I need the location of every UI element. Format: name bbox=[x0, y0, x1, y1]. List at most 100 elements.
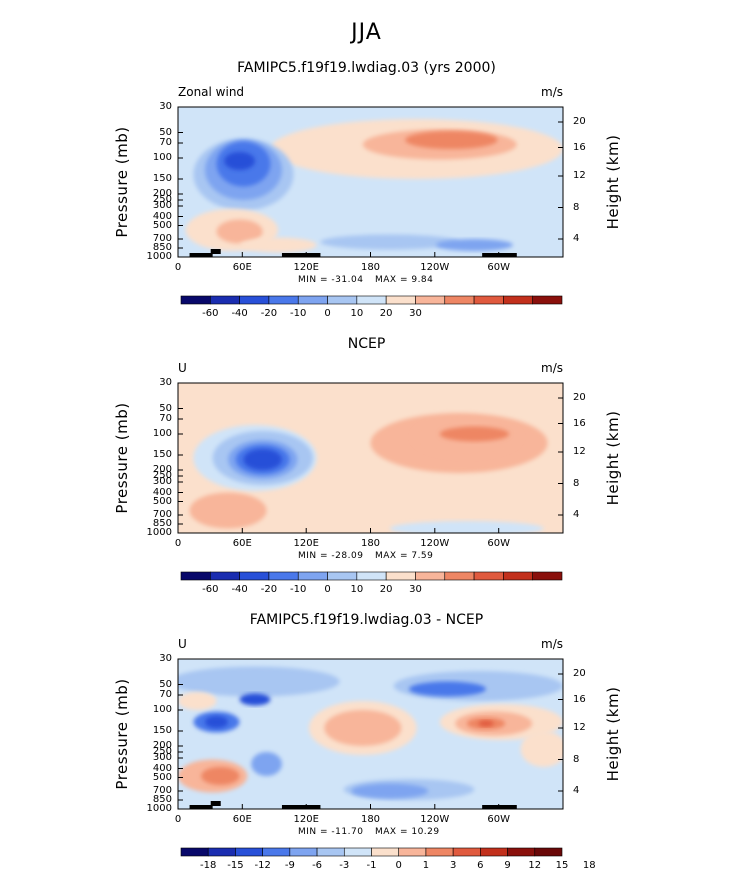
colorbar bbox=[180, 295, 563, 305]
variable-label: Zonal wind bbox=[178, 85, 245, 99]
y-tick-label: 500 bbox=[152, 495, 172, 507]
contour-region bbox=[478, 720, 494, 727]
colorbar-label: 10 bbox=[350, 308, 364, 319]
colorbar-label: 12 bbox=[528, 860, 542, 871]
colorbar-swatch bbox=[503, 571, 533, 581]
y-tick-label: 500 bbox=[152, 219, 172, 231]
colorbar-swatch bbox=[356, 571, 387, 581]
y-tick-label: 50 bbox=[159, 402, 172, 414]
y-tick-label: 70 bbox=[159, 413, 172, 424]
topography-mask bbox=[210, 801, 221, 806]
colorbar-label: -1 bbox=[366, 860, 377, 871]
colorbar-swatch bbox=[473, 571, 504, 581]
colorbar-label: 0 bbox=[395, 860, 402, 871]
chart-title: FAMIPC5.f19f19.lwdiag.03 - NCEP bbox=[249, 612, 484, 628]
contour-plot bbox=[177, 382, 564, 534]
y-tick-label: 30 bbox=[159, 377, 172, 388]
colorbar-swatch bbox=[385, 295, 416, 305]
colorbar-label: 10 bbox=[350, 584, 364, 595]
contour-region bbox=[239, 693, 271, 706]
y-tick-label-right: 20 bbox=[573, 392, 586, 403]
contour-region bbox=[443, 203, 475, 212]
colorbar-swatch bbox=[268, 295, 299, 305]
colorbar-label: -20 bbox=[260, 584, 278, 595]
contour-region bbox=[351, 783, 429, 799]
y-tick-label: 200 bbox=[152, 464, 172, 475]
x-tick-label: 120W bbox=[420, 262, 450, 273]
colorbar-swatch bbox=[297, 295, 328, 305]
colorbar-label: -18 bbox=[200, 860, 217, 871]
colorbar-label: 6 bbox=[477, 860, 484, 871]
colorbar-swatch bbox=[210, 295, 240, 305]
colorbar-label: 20 bbox=[379, 308, 393, 319]
topography-mask bbox=[189, 253, 213, 257]
colorbar-swatch bbox=[415, 295, 446, 305]
colorbar-swatch bbox=[532, 295, 563, 305]
topography-mask bbox=[210, 249, 221, 254]
x-tick-label: 0 bbox=[174, 814, 182, 825]
max-label: MAX = 10.29 bbox=[375, 827, 440, 837]
colorbar bbox=[180, 571, 563, 581]
contour-region bbox=[178, 692, 217, 710]
colorbar-swatch bbox=[398, 847, 427, 857]
y-tick-label: 70 bbox=[159, 137, 172, 148]
colorbar-label: -60 bbox=[202, 308, 219, 319]
contour-region bbox=[320, 234, 460, 250]
colorbar-swatch bbox=[371, 847, 400, 857]
contour-region bbox=[224, 152, 255, 170]
x-tick-label: 60W bbox=[487, 814, 511, 825]
colorbar-label: -9 bbox=[284, 860, 295, 871]
x-tick-label: 120E bbox=[293, 262, 319, 273]
colorbar-swatch bbox=[297, 571, 328, 581]
y-tick-label: 30 bbox=[159, 653, 172, 664]
units-label: m/s bbox=[541, 361, 563, 375]
y-tick-label-right: 8 bbox=[573, 201, 580, 213]
y-tick-label: 250 bbox=[152, 194, 172, 205]
y-tick-label: 500 bbox=[152, 771, 172, 783]
y-tick-label: 700 bbox=[152, 785, 172, 796]
y-axis-label-right: Height (km) bbox=[604, 686, 622, 782]
y-axis-label-right: Height (km) bbox=[604, 134, 622, 230]
colorbar-swatch bbox=[239, 295, 270, 305]
x-tick-label: 60E bbox=[232, 262, 252, 273]
colorbar-swatch bbox=[385, 571, 416, 581]
colorbar-swatch bbox=[207, 847, 236, 857]
colorbar-label: 0 bbox=[324, 584, 331, 595]
units-label: m/s bbox=[541, 637, 563, 651]
colorbar-label: 30 bbox=[409, 584, 422, 595]
y-tick-label-right: 4 bbox=[573, 509, 580, 520]
y-tick-label: 400 bbox=[152, 486, 172, 498]
topography-mask bbox=[281, 805, 321, 809]
y-tick-label: 100 bbox=[152, 704, 172, 715]
colorbar-label: 18 bbox=[582, 860, 596, 871]
x-tick-label: 60E bbox=[232, 538, 252, 549]
y-tick-label: 250 bbox=[152, 470, 172, 481]
contour-plot bbox=[177, 658, 564, 810]
contour-plot bbox=[177, 106, 564, 258]
max-label: MAX = 7.59 bbox=[375, 551, 434, 561]
colorbar-swatch bbox=[415, 571, 446, 581]
contour-region bbox=[216, 219, 263, 244]
y-tick-label: 30 bbox=[159, 101, 172, 112]
x-tick-label: 60W bbox=[487, 262, 511, 273]
colorbar-swatch bbox=[444, 571, 475, 581]
x-tick-label: 120E bbox=[293, 538, 319, 549]
contour-region bbox=[405, 131, 498, 149]
colorbar-swatch bbox=[239, 571, 270, 581]
colorbar-swatch bbox=[452, 847, 481, 857]
y-tick-label-right: 4 bbox=[573, 233, 580, 244]
contour-region bbox=[439, 426, 510, 442]
x-tick-label: 60E bbox=[232, 814, 252, 825]
y-tick-label: 300 bbox=[152, 476, 172, 487]
colorbar-label: -60 bbox=[202, 584, 219, 595]
colorbar-label: -10 bbox=[290, 308, 307, 319]
topography-mask bbox=[482, 805, 517, 809]
colorbar bbox=[180, 847, 563, 857]
contour-region bbox=[324, 710, 402, 746]
colorbar-swatch bbox=[532, 571, 563, 581]
y-tick-label: 700 bbox=[152, 233, 172, 244]
colorbar-label: -20 bbox=[260, 308, 278, 319]
y-tick-label-right: 12 bbox=[573, 722, 586, 733]
contour-region bbox=[239, 237, 317, 253]
x-tick-label: 180 bbox=[360, 814, 381, 825]
